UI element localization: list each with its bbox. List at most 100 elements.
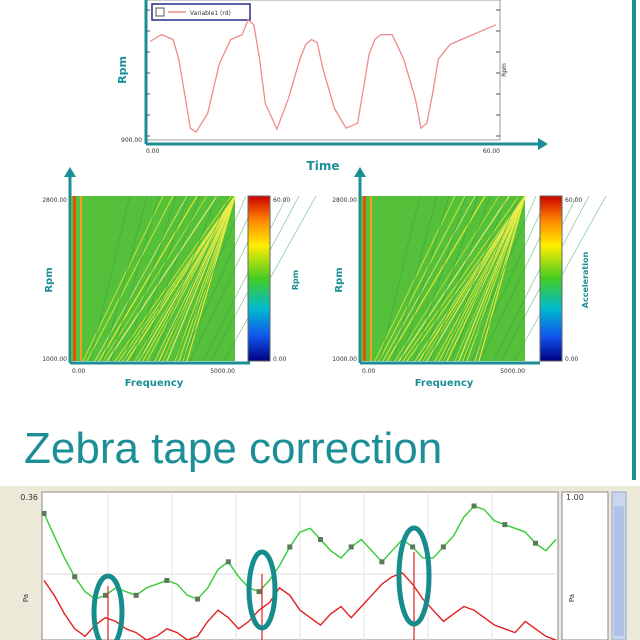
legend-checkbox[interactable] xyxy=(155,7,165,17)
green-marker xyxy=(256,589,262,595)
x-axis-label: Frequency xyxy=(125,378,184,389)
heatmap-order-line-dark xyxy=(392,195,438,362)
colorbar-tick-bottom: 0.00 xyxy=(565,356,579,363)
green-marker xyxy=(41,510,47,516)
heatmap-order-line xyxy=(462,195,526,362)
right-axis-panel xyxy=(561,491,609,640)
highlight-ellipse-2 xyxy=(246,549,278,631)
heatmap-order-line xyxy=(114,195,232,362)
green-marker xyxy=(502,522,508,528)
highlight-ellipse-3 xyxy=(396,525,432,627)
heatmap-order-line-dark xyxy=(139,195,201,362)
y-tick-label: 900.00 xyxy=(121,137,142,144)
heatmap-order-line xyxy=(398,195,510,362)
heatmap-order-line-dark xyxy=(202,195,288,362)
grid-lines xyxy=(42,492,558,640)
y-axis-label: Rpm xyxy=(116,56,129,84)
heatmap-order-line xyxy=(118,195,236,362)
y-axis-arrow xyxy=(354,167,366,177)
heatmap-order-line-dark xyxy=(181,195,259,362)
heatmap-order-line xyxy=(406,195,526,362)
right-axis-label: Pa xyxy=(568,594,576,602)
green-marker xyxy=(440,544,446,550)
green-marker xyxy=(533,540,539,546)
green-marker xyxy=(72,574,78,580)
green-series-line xyxy=(43,505,557,600)
x-tick-start: 0.00 xyxy=(72,368,86,375)
x-tick-label-end: 60.00 xyxy=(483,148,500,155)
y-axis-label: Pa xyxy=(22,594,30,602)
heatmap-order-line xyxy=(458,195,526,362)
heatmap-order-line-dark xyxy=(173,195,247,362)
heatmap-order-line xyxy=(98,195,198,362)
x-axis-arrow xyxy=(538,138,548,150)
y-tick-bottom: 1000.00 xyxy=(332,356,357,363)
colorbar-tick-bottom: 0.00 xyxy=(273,356,287,363)
x-axis-label: Frequency xyxy=(415,378,474,389)
colorbar xyxy=(247,195,271,362)
rpm-time-chart: Variable1 (rd) Rpm Rpm 900.00 0.00 60.00… xyxy=(116,0,548,173)
heatmap-order-line-dark xyxy=(413,195,467,362)
green-marker xyxy=(164,577,170,583)
colorbar-tick-top: 60.00 xyxy=(565,197,582,204)
heatmap-vertical-band xyxy=(370,196,372,361)
legend-label: Variable1 (rd) xyxy=(190,10,231,17)
y-tick-bottom: 1000.00 xyxy=(42,356,67,363)
heatmap-order-line-dark xyxy=(492,195,578,362)
left-tick-top: 0.36 xyxy=(20,493,38,502)
heatmap-order-line-dark xyxy=(152,195,218,362)
heatmap-order-line-dark xyxy=(110,195,160,362)
green-marker xyxy=(317,537,323,542)
heatmap-vertical-band xyxy=(73,196,76,361)
green-marker xyxy=(348,544,354,550)
heatmap-order-line-dark xyxy=(123,195,177,362)
green-marker xyxy=(225,559,231,565)
scrollbar-thumb[interactable] xyxy=(614,506,624,636)
right-tick-top: 1.00 xyxy=(566,493,584,502)
y-axis-label: Rpm xyxy=(44,267,55,292)
heatmap-order-line xyxy=(442,195,526,362)
colorbar-label: Acceleration xyxy=(581,252,590,309)
heatmap-order-line xyxy=(426,195,526,362)
heatmap-order-line xyxy=(394,195,500,362)
green-marker xyxy=(410,544,416,550)
heatmap-order-line-dark xyxy=(131,195,189,362)
heatmap-order-line xyxy=(86,195,174,362)
colorbar-tick-top: 60.00 xyxy=(273,197,290,204)
y-tick-marks xyxy=(146,9,500,137)
green-marker xyxy=(102,592,108,598)
colorbar-label: Rpm xyxy=(291,270,300,290)
heatmap-order-line-dark xyxy=(102,195,148,362)
heatmap-order-line xyxy=(138,195,236,362)
x-tick-end: 5000.00 xyxy=(500,368,525,375)
heatmap-order-line xyxy=(158,195,236,362)
heatmap-order-line-dark xyxy=(379,195,421,362)
section-heading: Zebra tape correction xyxy=(24,424,443,473)
x-tick-end: 5000.00 xyxy=(210,368,235,375)
acceleration-frequency-heatmap: 2800.00 1000.00 0.00 5000.00 Frequency R… xyxy=(332,167,607,389)
heatmap-order-line xyxy=(178,195,236,362)
heatmap-order-line-dark xyxy=(463,195,537,362)
green-marker xyxy=(133,592,139,598)
heatmap-order-line xyxy=(478,195,526,362)
y-axis-arrow xyxy=(64,167,76,177)
green-series-markers xyxy=(41,503,539,602)
heatmap-vertical-band xyxy=(363,196,366,361)
heatmap-vertical-band xyxy=(80,196,82,361)
heatmap-order-line xyxy=(106,195,218,362)
green-marker xyxy=(195,596,201,602)
heatmap-order-line-dark xyxy=(89,195,131,362)
rpm-frequency-heatmap: 2800.00 1000.00 0.00 5000.00 Frequency R… xyxy=(42,167,317,389)
heatmap-order-line-dark xyxy=(429,195,491,362)
heatmap-order-line xyxy=(378,195,466,362)
slide-edge-rule xyxy=(632,0,636,480)
green-marker xyxy=(287,544,293,550)
y-tick-top: 2800.00 xyxy=(332,197,357,204)
heatmap-order-line-dark xyxy=(442,195,508,362)
heatmap-order-line-dark xyxy=(450,195,520,362)
highlight-ellipse-1 xyxy=(91,573,125,640)
heatmap-order-line xyxy=(182,195,236,362)
heatmap-field xyxy=(71,196,235,361)
x-tick-start: 0.00 xyxy=(362,368,376,375)
heatmap-order-line xyxy=(166,195,236,362)
